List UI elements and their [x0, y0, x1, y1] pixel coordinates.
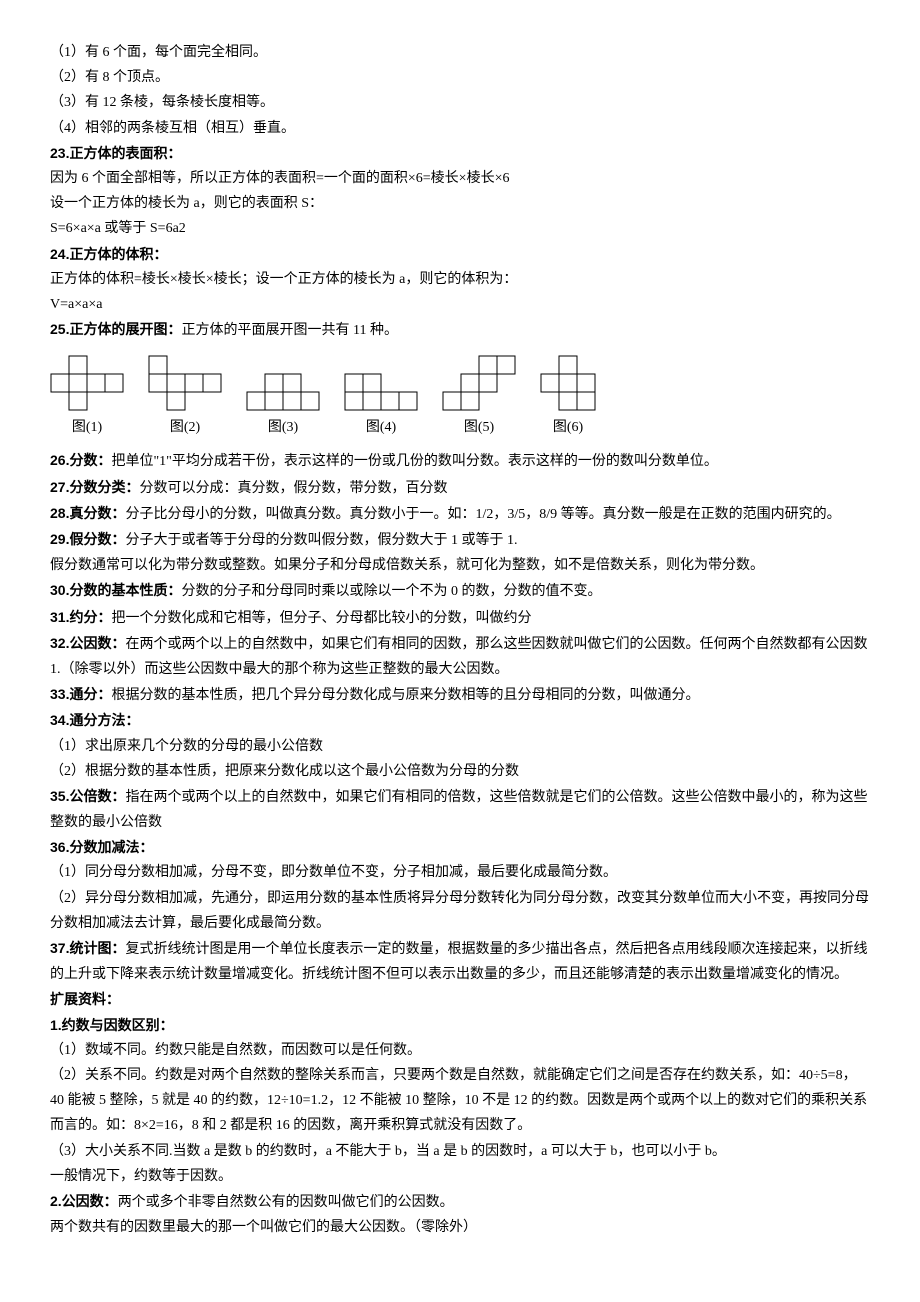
net-2-label: 图(2) — [170, 415, 200, 440]
text-34a: （1）求出原来几个分数的分母的最小公倍数 — [50, 734, 870, 759]
heading-34: 34.通分方法： — [50, 708, 870, 733]
net-3-svg — [246, 373, 320, 411]
text-23c: S=6×a×a 或等于 S=6a2 — [50, 216, 870, 241]
net-1-svg — [50, 355, 124, 411]
heading-31-text: 把一个分数化成和它相等，但分子、分母都比较小的分数，叫做约分 — [111, 611, 531, 626]
heading-26-label: 26.分数： — [50, 452, 111, 468]
text-24a: 正方体的体积=棱长×棱长×棱长；设一个正方体的棱长为 a，则它的体积为： — [50, 267, 870, 292]
ext-1-heading: 1.约数与因数区别： — [50, 1013, 870, 1038]
ext-2-label: 2.公因数： — [50, 1193, 118, 1209]
extension-heading: 扩展资料： — [50, 987, 870, 1012]
cube-nets-row: 图(1) 图(2) 图(3) 图(4) 图(5) 图(6) — [50, 355, 870, 440]
heading-26: 26.分数：把单位"1"平均分成若干份，表示这样的一份或几份的数叫分数。表示这样… — [50, 448, 870, 474]
heading-27-label: 27.分数分类： — [50, 479, 139, 495]
heading-33-text: 根据分数的基本性质，把几个异分母分数化成与原来分数相等的且分母相同的分数，叫做通… — [111, 688, 699, 703]
heading-27-text: 分数可以分成：真分数，假分数，带分数，百分数 — [139, 481, 447, 496]
heading-31: 31.约分：把一个分数化成和它相等，但分子、分母都比较小的分数，叫做约分 — [50, 605, 870, 631]
net-2: 图(2) — [148, 355, 222, 440]
text-23b: 设一个正方体的棱长为 a，则它的表面积 S： — [50, 191, 870, 216]
heading-29-label: 29.假分数： — [50, 531, 125, 547]
heading-37-label: 37.统计图： — [50, 940, 125, 956]
net-5-svg — [442, 355, 516, 411]
heading-37: 37.统计图：复式折线统计图是用一个单位长度表示一定的数量，根据数量的多少描出各… — [50, 936, 870, 987]
heading-25-label: 25.正方体的展开图： — [50, 321, 181, 337]
heading-30-label: 30.分数的基本性质： — [50, 582, 181, 598]
heading-37-text: 复式折线统计图是用一个单位长度表示一定的数量，根据数量的多少描出各点，然后把各点… — [50, 942, 867, 982]
text-29c: 假分数通常可以化为带分数或整数。如果分子和分母成倍数关系，就可化为整数，如不是倍… — [50, 553, 870, 578]
net-5: 图(5) — [442, 355, 516, 440]
ext-2-text: 两个或多个非零自然数公有的因数叫做它们的公因数。 — [118, 1195, 454, 1210]
net-2-svg — [148, 355, 222, 411]
net-6-svg — [540, 355, 596, 411]
heading-29-text: 分子大于或者等于分母的分数叫假分数，假分数大于 1 或等于 1. — [125, 533, 517, 548]
heading-32: 32.公因数：在两个或两个以上的自然数中，如果它们有相同的因数，那么这些因数就叫… — [50, 631, 870, 682]
text-24b: V=a×a×a — [50, 292, 870, 317]
item-1: （1）有 6 个面，每个面完全相同。 — [50, 40, 870, 65]
heading-28-text: 分子比分母小的分数，叫做真分数。真分数小于一。如：1/2，3/5，8/9 等等。… — [125, 507, 840, 522]
text-36b: （2）异分母分数相加减，先通分，即运用分数的基本性质将异分母分数转化为同分母分数… — [50, 886, 870, 936]
net-3: 图(3) — [246, 373, 320, 440]
heading-23: 23.正方体的表面积： — [50, 141, 870, 166]
net-4: 图(4) — [344, 373, 418, 440]
net-3-label: 图(3) — [268, 415, 298, 440]
ext-1a: （1）数域不同。约数只能是自然数，而因数可以是任何数。 — [50, 1038, 870, 1063]
heading-28: 28.真分数：分子比分母小的分数，叫做真分数。真分数小于一。如：1/2，3/5，… — [50, 501, 870, 527]
item-3: （3）有 12 条棱，每条棱长度相等。 — [50, 90, 870, 115]
heading-25: 25.正方体的展开图：正方体的平面展开图一共有 11 种。 — [50, 317, 870, 343]
ext-1b: （2）关系不同。约数是对两个自然数的整除关系而言，只要两个数是自然数，就能确定它… — [50, 1063, 870, 1139]
text-34b: （2）根据分数的基本性质，把原来分数化成以这个最小公倍数为分母的分数 — [50, 759, 870, 784]
heading-33-label: 33.通分： — [50, 686, 111, 702]
net-4-label: 图(4) — [366, 415, 396, 440]
heading-32-text: 在两个或两个以上的自然数中，如果它们有相同的因数，那么这些因数就叫做它们的公因数… — [50, 637, 867, 677]
heading-28-label: 28.真分数： — [50, 505, 125, 521]
net-6: 图(6) — [540, 355, 596, 440]
heading-35-text: 指在两个或两个以上的自然数中，如果它们有相同的倍数，这些倍数就是它们的公倍数。这… — [50, 790, 867, 830]
heading-27: 27.分数分类：分数可以分成：真分数，假分数，带分数，百分数 — [50, 475, 870, 501]
heading-25-text: 正方体的平面展开图一共有 11 种。 — [181, 323, 397, 338]
heading-30: 30.分数的基本性质：分数的分子和分母同时乘以或除以一个不为 0 的数，分数的值… — [50, 578, 870, 604]
text-36a: （1）同分母分数相加减，分母不变，即分数单位不变，分子相加减，最后要化成最简分数… — [50, 860, 870, 885]
heading-30-text: 分数的分子和分母同时乘以或除以一个不为 0 的数，分数的值不变。 — [181, 584, 601, 599]
net-1: 图(1) — [50, 355, 124, 440]
ext-1c: （3）大小关系不同.当数 a 是数 b 的约数时，a 不能大于 b，当 a 是 … — [50, 1139, 870, 1164]
ext-2: 2.公因数：两个或多个非零自然数公有的因数叫做它们的公因数。 — [50, 1189, 870, 1215]
heading-35-label: 35.公倍数： — [50, 788, 125, 804]
net-1-label: 图(1) — [72, 415, 102, 440]
net-5-label: 图(5) — [464, 415, 494, 440]
heading-35: 35.公倍数：指在两个或两个以上的自然数中，如果它们有相同的倍数，这些倍数就是它… — [50, 784, 870, 835]
heading-31-label: 31.约分： — [50, 609, 111, 625]
heading-32-label: 32.公因数： — [50, 635, 125, 651]
heading-29: 29.假分数：分子大于或者等于分母的分数叫假分数，假分数大于 1 或等于 1. — [50, 527, 870, 553]
net-4-svg — [344, 373, 418, 411]
heading-33: 33.通分：根据分数的基本性质，把几个异分母分数化成与原来分数相等的且分母相同的… — [50, 682, 870, 708]
item-2: （2）有 8 个顶点。 — [50, 65, 870, 90]
heading-36: 36.分数加减法： — [50, 835, 870, 860]
heading-26-text: 把单位"1"平均分成若干份，表示这样的一份或几份的数叫分数。表示这样的一份的数叫… — [111, 454, 717, 469]
ext-1d: 一般情况下，约数等于因数。 — [50, 1164, 870, 1189]
ext-2c: 两个数共有的因数里最大的那一个叫做它们的最大公因数。（零除外） — [50, 1215, 870, 1240]
net-6-label: 图(6) — [553, 415, 583, 440]
heading-24: 24.正方体的体积： — [50, 242, 870, 267]
text-23a: 因为 6 个面全部相等，所以正方体的表面积=一个面的面积×6=棱长×棱长×6 — [50, 166, 870, 191]
item-4: （4）相邻的两条棱互相（相互）垂直。 — [50, 116, 870, 141]
